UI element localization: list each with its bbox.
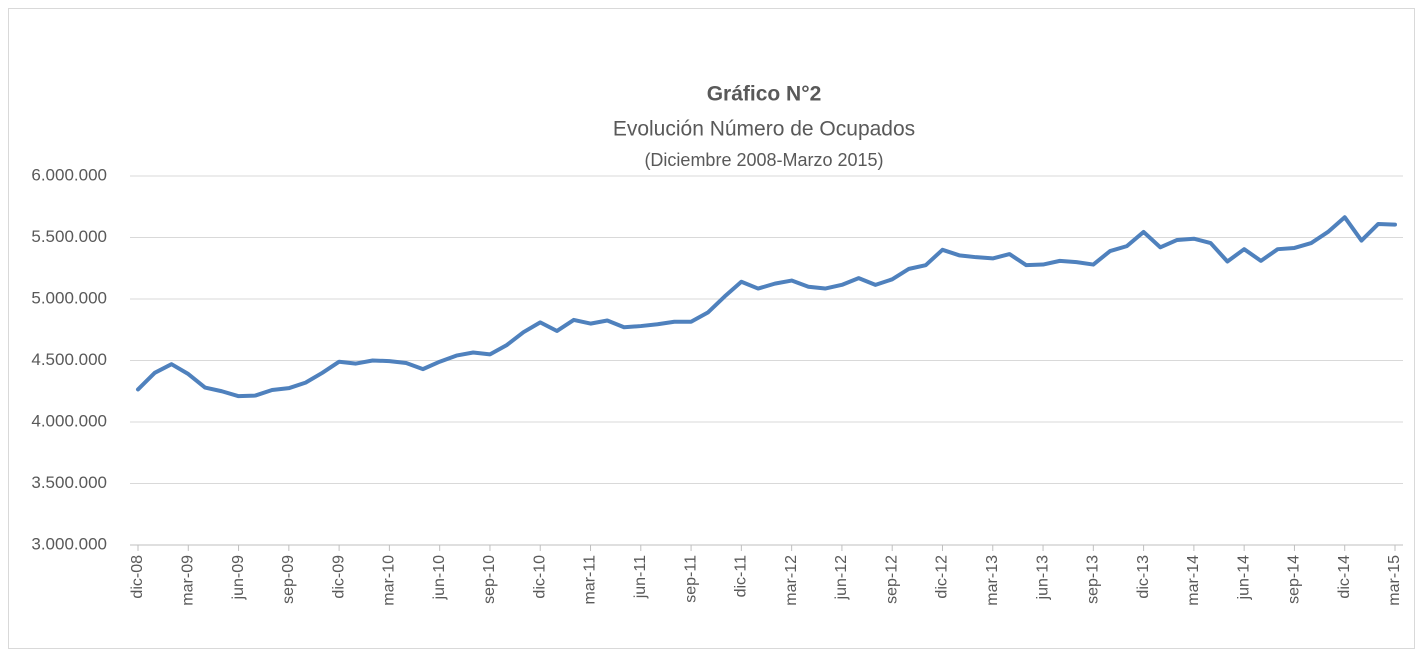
x-tick-label: jun-14 [1235, 555, 1252, 601]
x-tick-label: dic-08 [129, 555, 146, 599]
x-tick-label: mar-15 [1386, 555, 1403, 606]
x-tick-label: sep-10 [481, 555, 498, 604]
x-tick-label: dic-10 [531, 555, 548, 599]
x-tick-label: jun-13 [1034, 555, 1051, 601]
x-tick-label: sep-12 [883, 555, 900, 604]
y-tick-label: 6.000.000 [31, 165, 107, 184]
x-tick-label: sep-14 [1286, 555, 1303, 604]
y-tick-label: 3.000.000 [31, 534, 107, 553]
x-tick-label: sep-11 [682, 555, 699, 603]
x-tick-label: sep-09 [280, 555, 297, 604]
x-tick-label: mar-10 [381, 555, 398, 606]
y-tick-label: 4.000.000 [31, 411, 107, 430]
chart-title: Gráfico N°2 [707, 83, 822, 106]
x-tick-label: dic-11 [733, 555, 750, 597]
x-tick-label: dic-14 [1336, 555, 1353, 599]
y-tick-label: 5.500.000 [31, 227, 107, 246]
y-tick-label: 4.500.000 [31, 350, 107, 369]
x-tick-label: mar-11 [582, 555, 599, 605]
x-tick-label: mar-12 [783, 555, 800, 606]
x-tick-label: jun-11 [632, 555, 649, 599]
chart-frame [8, 8, 1415, 649]
x-tick-label: mar-13 [984, 555, 1001, 606]
x-tick-label: jun-09 [230, 555, 247, 601]
x-tick-label: dic-12 [934, 555, 951, 599]
chart-subtitle: Evolución Número de Ocupados [613, 118, 915, 141]
x-tick-label: dic-13 [1135, 555, 1152, 599]
y-tick-label: 5.000.000 [31, 288, 107, 307]
x-tick-label: mar-09 [179, 555, 196, 606]
x-tick-label: sep-13 [1085, 555, 1102, 604]
x-tick-label: jun-10 [431, 555, 448, 601]
x-tick-label: mar-14 [1185, 555, 1202, 606]
data-line [136, 215, 1397, 399]
x-tick-label: jun-12 [833, 555, 850, 601]
y-tick-label: 3.500.000 [31, 473, 107, 492]
x-tick-label: dic-09 [330, 555, 347, 599]
chart-subtitle: (Diciembre 2008-Marzo 2015) [644, 150, 883, 170]
